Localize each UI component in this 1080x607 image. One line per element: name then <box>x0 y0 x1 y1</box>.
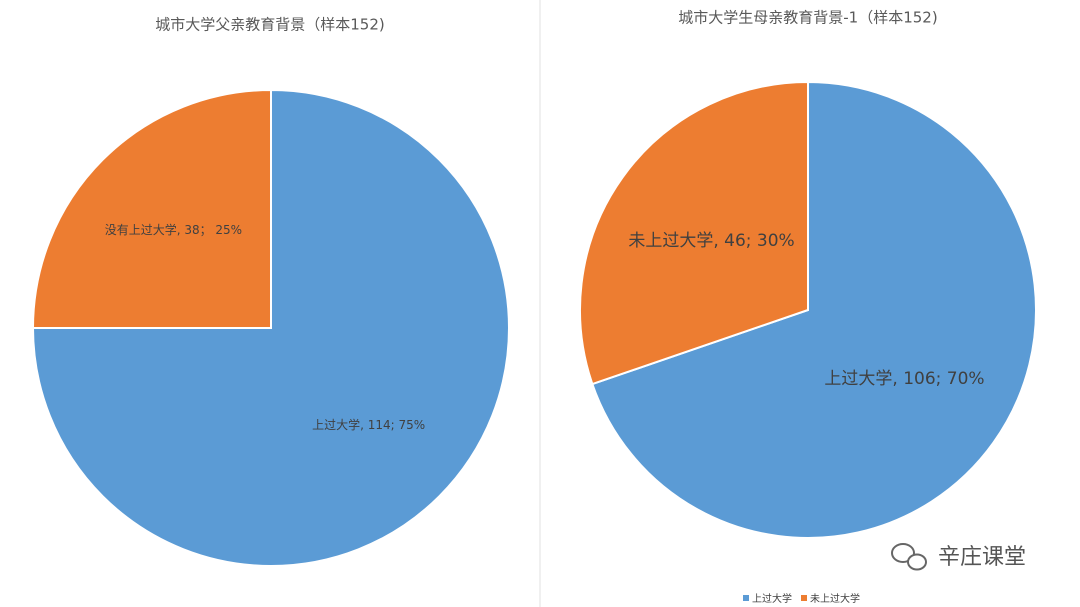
pie-slice <box>591 80 1037 539</box>
data-label: 未上过大学, 46; 30% <box>628 231 794 251</box>
legend-label: 上过大学 <box>752 592 792 605</box>
legend-swatch <box>743 595 749 601</box>
pie-slice <box>579 80 809 386</box>
chart-title: 城市大学生母亲教育背景-1（样本152) <box>678 9 937 27</box>
watermark-text: 辛庄课堂 <box>938 545 1026 570</box>
data-label: 没有上过大学, 38； 25% <box>105 222 242 237</box>
legend-swatch <box>801 595 807 601</box>
data-label: 上过大学, 114; 75% <box>312 417 425 432</box>
data-label: 上过大学, 106; 70% <box>824 369 984 389</box>
watermark: 辛庄课堂 <box>891 543 1026 571</box>
watermark-icon <box>907 553 927 571</box>
pie-slice <box>31 88 272 329</box>
chart-title: 城市大学父亲教育背景（样本152) <box>155 16 384 34</box>
legend-label: 未上过大学 <box>810 592 860 605</box>
pie-slice <box>31 88 510 567</box>
watermark-icon <box>891 543 915 563</box>
